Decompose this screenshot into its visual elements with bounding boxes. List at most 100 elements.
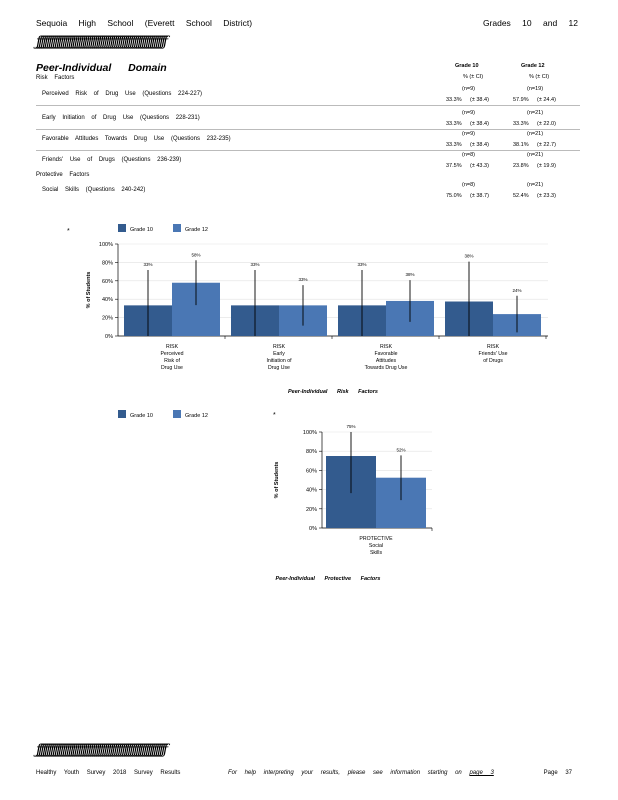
pct-grade10: 37.5% <box>446 163 462 169</box>
chart-1-y-tick-label: 40% <box>102 297 113 303</box>
col-grade10: Grade 10 <box>455 63 479 69</box>
footer-page: Page 37 <box>543 770 572 776</box>
n-grade10: (n=8) <box>462 182 475 188</box>
chart-1-data-label: 38% <box>405 272 414 277</box>
pct-grade10: 33.3% <box>446 97 462 103</box>
risk-heading: Risk Factors <box>36 75 75 81</box>
chart-1-y-tick-label: 100% <box>99 242 113 248</box>
chart-1-legend-corner: * <box>67 228 70 235</box>
n-grade10: (n=8) <box>462 152 475 158</box>
chart-1-y-tick-label: 0% <box>105 334 113 340</box>
ci-grade10: (± 43.3) <box>470 163 489 169</box>
chart-1-category-label: RISK <box>487 344 500 350</box>
chart-1-data-label: 38% <box>464 254 473 259</box>
chart-2-legend-label: Grade 12 <box>185 413 208 419</box>
domain-title: Peer-Individual Domain <box>36 62 167 74</box>
pct-grade12: 23.8% <box>513 163 529 169</box>
footer-help-text: For help interpreting your results, plea… <box>228 770 494 776</box>
chart-2-data-label: 52% <box>396 447 405 452</box>
chart-2-y-tick-label: 60% <box>306 468 317 474</box>
row-label: Early Initiation of Drug Use (Questions … <box>42 115 200 121</box>
ci-grade12: (± 24.4) <box>537 97 556 103</box>
footer-left: Healthy Youth Survey 2018 Survey Results <box>36 770 181 776</box>
chart-1-data-label: 33% <box>250 262 259 267</box>
chart-1-category-label: of Drugs <box>483 358 503 364</box>
chart-1-data-label: 33% <box>298 277 307 282</box>
ci-grade10: (± 38.4) <box>470 142 489 148</box>
chart-1-data-label: 33% <box>357 262 366 267</box>
chart-1-category-label: Favorable <box>374 351 397 357</box>
chart-1-y-axis-label: % of Students <box>86 272 92 309</box>
ci-grade10: (± 38.4) <box>470 121 489 127</box>
chart-1-legend-label: Grade 12 <box>185 227 208 233</box>
chart-1-data-label: 24% <box>512 288 521 293</box>
chart-1-category-label: Drug Use <box>161 365 183 371</box>
n-grade12: (n=21) <box>527 131 544 137</box>
chart-1-category-label: Attitudes <box>376 358 397 364</box>
pct-grade12: 33.3% <box>513 121 529 127</box>
chart-1-category-label: RISK <box>273 344 286 350</box>
row-label: Perceived Risk of Drug Use (Questions 22… <box>42 91 203 97</box>
chart-1-y-tick-label: 60% <box>102 279 113 285</box>
header-rule: ƒƒƒƒƒƒƒƒƒƒƒƒƒƒƒƒƒƒƒƒƒƒƒƒƒƒƒƒƒƒƒƒƒƒƒƒƒƒƒƒ… <box>36 34 168 50</box>
chart-2-y-tick-label: 80% <box>306 449 317 455</box>
ci-grade12: (± 23.3) <box>537 193 556 199</box>
row-divider <box>36 105 580 106</box>
ci-grade12: (± 22.7) <box>537 142 556 148</box>
col-pct-10: % (± CI) <box>463 74 484 80</box>
row-divider <box>36 150 580 151</box>
chart-2-legend-swatch <box>173 410 181 418</box>
n-grade12: (n=21) <box>527 110 544 116</box>
chart-1-category-label: Perceived <box>160 351 183 357</box>
n-grade10: (n=9) <box>462 131 475 137</box>
chart-2-y-tick-label: 40% <box>306 488 317 494</box>
protective-heading: Protective Factors <box>36 172 90 178</box>
chart-1-category-label: RISK <box>166 344 179 350</box>
n-grade12: (n=21) <box>527 182 544 188</box>
chart-1-category-label: Drug Use <box>268 365 290 371</box>
pct-grade12: 38.1% <box>513 142 529 148</box>
n-grade10: (n=9) <box>462 86 475 92</box>
chart-1-y-tick-label: 20% <box>102 316 113 322</box>
school-title: Sequoia High School (Everett School Dist… <box>36 18 253 28</box>
row-label: Favorable Attitudes Towards Drug Use (Qu… <box>42 136 231 142</box>
chart-1-data-label: 33% <box>143 262 152 267</box>
page-link[interactable]: page 3 <box>469 770 494 776</box>
ci-grade12: (± 19.9) <box>537 163 556 169</box>
chart-1-category-label: Towards Drug Use <box>365 365 408 371</box>
ci-grade10: (± 38.7) <box>470 193 489 199</box>
chart-1-category-label: Risk of <box>164 358 180 364</box>
chart-2-y-tick-label: 0% <box>309 526 317 532</box>
n-grade12: (n=19) <box>527 86 544 92</box>
chart-2-category-label: PROTECTIVE <box>359 536 393 542</box>
chart-2-x-axis-label: Peer-Individual Protective Factors <box>276 576 381 582</box>
n-grade10: (n=9) <box>462 110 475 116</box>
chart-2-category-label: Skills <box>370 550 383 556</box>
pct-grade10: 33.3% <box>446 121 462 127</box>
chart-1-legend-swatch <box>118 224 126 232</box>
chart-1-category-label: Friends' Use <box>479 351 508 357</box>
chart-1-category-label: Initiation of <box>266 358 292 364</box>
chart-2-data-label: 75% <box>346 424 355 429</box>
chart-2-y-tick-label: 100% <box>303 430 317 436</box>
row-label: Friends' Use of Drugs (Questions 236-239… <box>42 157 182 163</box>
col-pct-12: % (± CI) <box>529 74 550 80</box>
pct-grade10: 33.3% <box>446 142 462 148</box>
row-divider <box>36 129 580 130</box>
chart-2-legend-corner: * <box>273 412 276 419</box>
chart-2-legend-label: Grade 10 <box>130 413 153 419</box>
chart-1-legend-label: Grade 10 <box>130 227 153 233</box>
chart-2-y-tick-label: 20% <box>306 507 317 513</box>
row-label: Social Skills (Questions 240-242) <box>42 187 146 193</box>
chart-2-legend-swatch <box>118 410 126 418</box>
chart-1-data-label: 58% <box>191 252 200 257</box>
pct-grade12: 52.4% <box>513 193 529 199</box>
col-grade12: Grade 12 <box>521 63 545 69</box>
chart-1-legend-swatch <box>173 224 181 232</box>
footer-rule: ƒƒƒƒƒƒƒƒƒƒƒƒƒƒƒƒƒƒƒƒƒƒƒƒƒƒƒƒƒƒƒƒƒƒƒƒƒƒƒƒ… <box>36 742 168 758</box>
chart-1-category-label: RISK <box>380 344 393 350</box>
chart-2-category-label: Social <box>369 543 383 549</box>
chart-1-y-tick-label: 80% <box>102 260 113 266</box>
grades-title: Grades 10 and 12 <box>482 18 578 28</box>
